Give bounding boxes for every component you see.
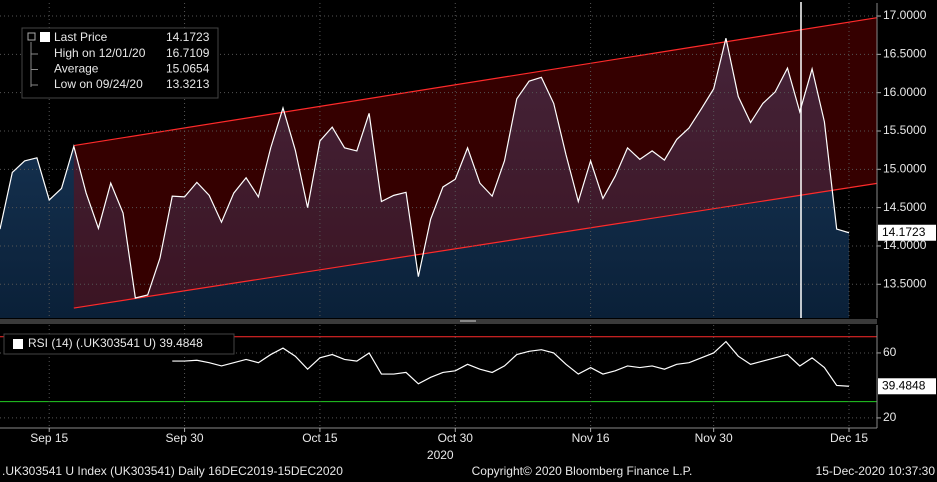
legend-box bbox=[3, 333, 235, 355]
panel-separator bbox=[0, 319, 877, 324]
x-group-label: 2020 bbox=[427, 448, 454, 462]
y-tick-label: 15.0000 bbox=[883, 161, 927, 175]
legend-name: RSI (14) (.UK303541 U) bbox=[28, 336, 156, 350]
legend-collapse bbox=[27, 32, 36, 41]
footer-right: 15-Dec-2020 10:37:30 bbox=[816, 464, 936, 478]
legend-swatch bbox=[13, 339, 23, 349]
y-tick-label: 60 bbox=[883, 345, 897, 359]
x-tick-label: Dec 15 bbox=[830, 431, 868, 445]
legend-label: Last Price bbox=[54, 30, 108, 44]
x-tick-label: Oct 30 bbox=[438, 431, 474, 445]
legend-value: 15.0654 bbox=[166, 62, 210, 76]
y-tick-label: 16.0000 bbox=[883, 85, 927, 99]
x-axis: Sep 15 Sep 30 Oct 15 Oct 30 Nov 16 Nov 30 Dec … bbox=[0, 427, 877, 462]
footer-left: .UK303541 U Index (UK303541) Daily 16DEC… bbox=[2, 464, 343, 478]
y-tick-label: 14.0000 bbox=[883, 238, 927, 252]
legend-value: 16.7109 bbox=[166, 46, 210, 60]
rsi-panel: 20 60 39.4848 RSI (14) (.UK303541 U) 39.48… bbox=[0, 325, 936, 428]
legend-box bbox=[21, 27, 219, 99]
last-value-label: 14.1723 bbox=[882, 225, 926, 239]
legend-label: Low on 09/24/20 bbox=[54, 77, 143, 91]
y-tick-label: 17.0000 bbox=[883, 8, 927, 22]
last-value-label: 39.4848 bbox=[882, 378, 926, 392]
price-area bbox=[0, 38, 849, 319]
separator-handle bbox=[460, 320, 476, 322]
channel-fill bbox=[73, 17, 877, 309]
x-tick-label: Sep 15 bbox=[30, 431, 68, 445]
y-tick-label: 16.5000 bbox=[883, 47, 927, 61]
legend-swatch bbox=[40, 32, 50, 42]
y-tick-label: 20 bbox=[883, 410, 897, 424]
last-value-tag bbox=[878, 378, 936, 395]
legend-value: 14.1723 bbox=[166, 30, 210, 44]
price-panel: 13.5000 14.0000 14.5000 15.0000 15.5000 16.00… bbox=[0, 3, 936, 319]
footer-center: Copyright© 2020 Bloomberg Finance L.P. bbox=[472, 464, 693, 478]
x-tick-label: Sep 30 bbox=[166, 431, 204, 445]
legend: RSI (14) (.UK303541 U) 39.4848 bbox=[3, 333, 235, 355]
channel-upper bbox=[73, 17, 878, 147]
legend-label: High on 12/01/20 bbox=[54, 46, 146, 60]
x-tick-label: Oct 15 bbox=[302, 431, 338, 445]
legend: Last Price 14.1723 High on 12/01/20 16.7109… bbox=[21, 27, 219, 99]
rsi-line bbox=[172, 340, 850, 387]
legend-label: Average bbox=[54, 62, 99, 76]
y-tick-label: 15.5000 bbox=[883, 123, 927, 137]
channel-lower bbox=[73, 182, 878, 309]
y-tick-label: 13.5000 bbox=[883, 276, 927, 290]
x-tick-label: Nov 30 bbox=[695, 431, 733, 445]
last-value-tag bbox=[878, 224, 936, 241]
x-tick-label: Nov 16 bbox=[572, 431, 610, 445]
legend-value: 13.3213 bbox=[166, 77, 210, 91]
legend-value: 39.4848 bbox=[159, 336, 203, 350]
price-line bbox=[0, 38, 850, 299]
y-tick-label: 14.5000 bbox=[883, 200, 927, 214]
legend-label: RSI (14) (.UK303541 U) 39.4848 bbox=[28, 336, 203, 350]
